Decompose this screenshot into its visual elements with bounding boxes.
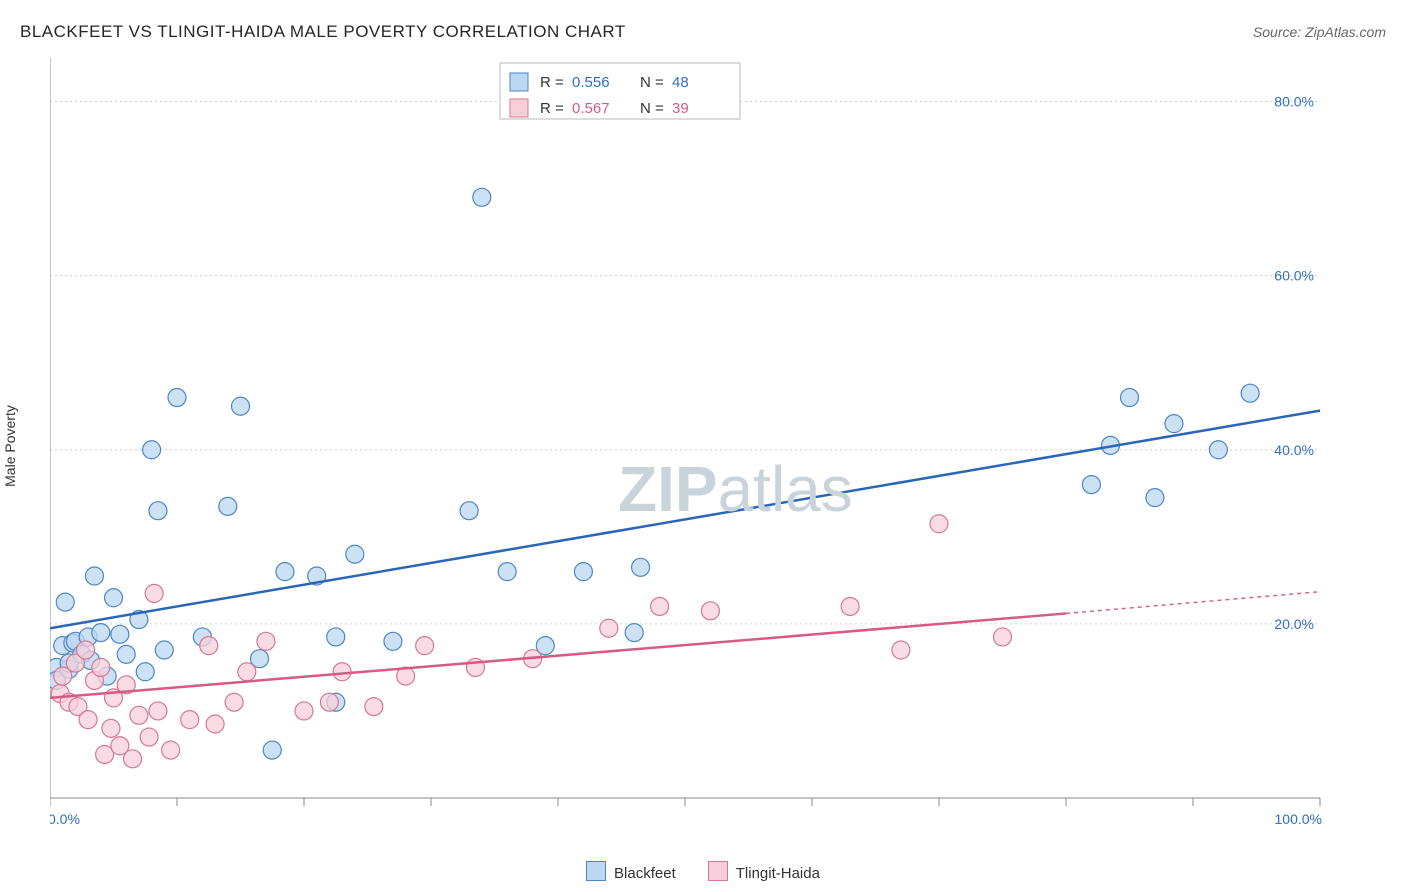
scatter-chart: 20.0% 40.0% 60.0% 80.0% 0.0% 100.0% R = 0.556 N … [50, 58, 1350, 828]
legend-swatch-tlingit-haida [708, 861, 728, 881]
svg-text:R =: R = [540, 100, 564, 117]
legend-item-tlingit-haida: Tlingit-Haida [708, 861, 820, 882]
svg-text:48: 48 [672, 74, 689, 91]
svg-text:60.0%: 60.0% [1274, 268, 1314, 284]
svg-text:20.0%: 20.0% [1274, 616, 1314, 632]
svg-text:N =: N = [640, 74, 664, 91]
svg-text:80.0%: 80.0% [1274, 94, 1314, 110]
svg-text:39: 39 [672, 100, 689, 117]
svg-text:0.556: 0.556 [572, 74, 610, 91]
source-label: Source: ZipAtlas.com [1253, 24, 1386, 40]
y-axis-label: Male Poverty [2, 405, 18, 487]
svg-text:0.0%: 0.0% [50, 811, 80, 827]
svg-text:0.567: 0.567 [572, 100, 610, 117]
svg-text:R =: R = [540, 74, 564, 91]
plot-area: ZIPatlas 20.0%40.0%60.0%80.0%0.0%100.0%R… [50, 58, 1350, 828]
legend-item-blackfeet: Blackfeet [586, 861, 676, 882]
chart-title: BLACKFEET VS TLINGIT-HAIDA MALE POVERTY … [20, 22, 626, 42]
svg-text:100.0%: 100.0% [1275, 811, 1322, 827]
svg-text:40.0%: 40.0% [1274, 442, 1314, 458]
legend-swatch-blackfeet [586, 861, 606, 881]
svg-text:N =: N = [640, 100, 664, 117]
x-legend: Blackfeet Tlingit-Haida [0, 861, 1406, 882]
